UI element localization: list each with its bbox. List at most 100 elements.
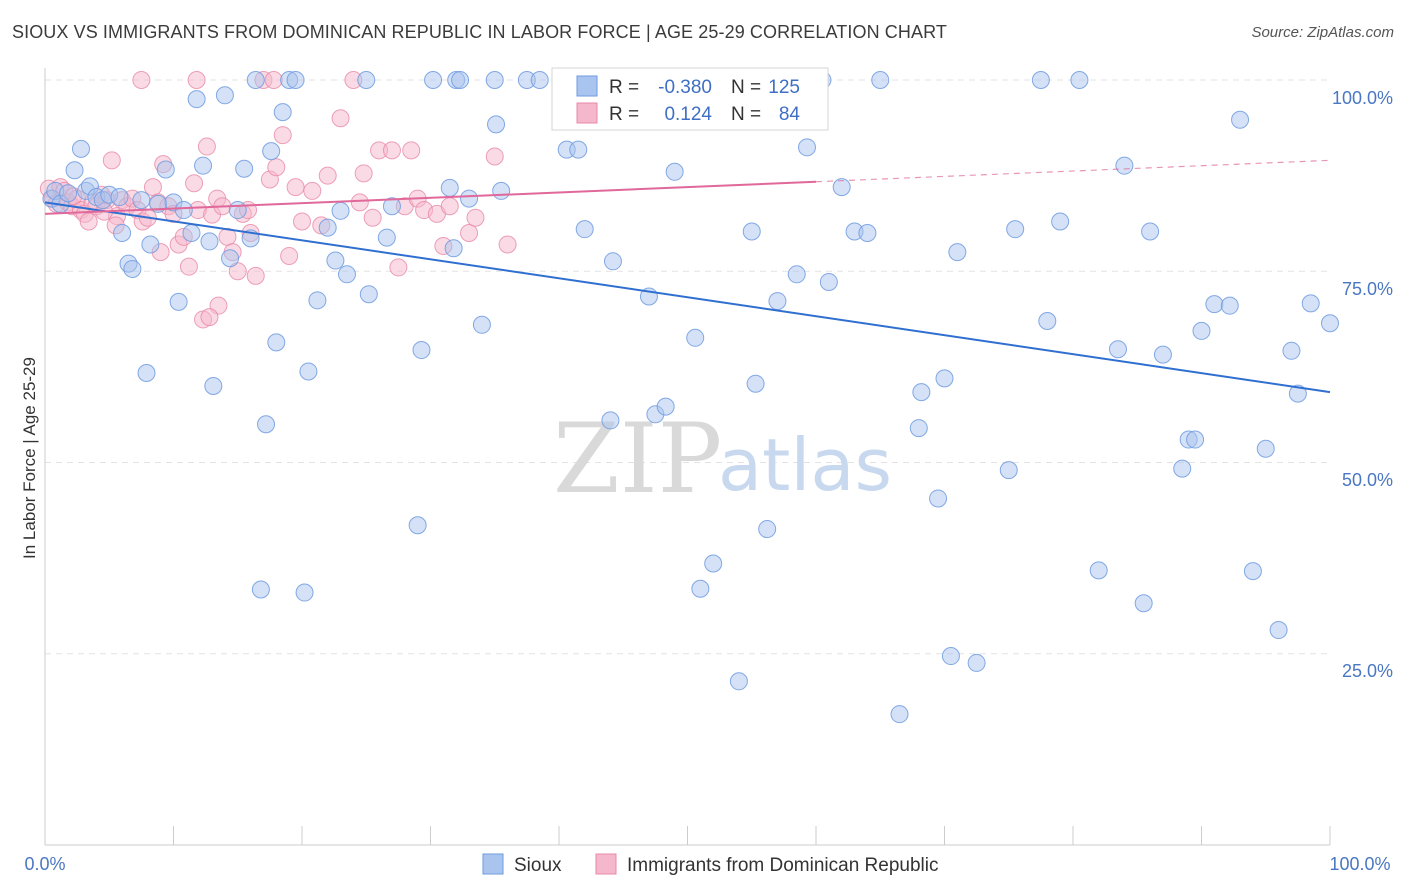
sioux-point bbox=[299, 362, 318, 381]
dominican-point bbox=[179, 257, 198, 276]
legend: Sioux Immigrants from Dominican Republic bbox=[482, 853, 939, 876]
stats-swatch-sioux bbox=[576, 75, 598, 97]
sioux-point bbox=[187, 90, 206, 109]
sioux-point bbox=[382, 197, 401, 216]
sioux-point bbox=[132, 191, 151, 210]
stats-n-value-dominican: 84 bbox=[779, 104, 801, 125]
stats-r-value-sioux: -0.380 bbox=[658, 77, 712, 98]
sioux-point bbox=[141, 235, 160, 254]
y-tick-label-100: 100.0% bbox=[1332, 88, 1393, 108]
dominican-point bbox=[303, 181, 322, 200]
sioux-point bbox=[174, 201, 193, 220]
dominican-trend-extension bbox=[815, 159, 1331, 183]
sioux-point bbox=[377, 228, 396, 247]
stats-box: R = -0.380 N = 125 R = 0.124 N = 84 bbox=[551, 67, 829, 131]
dominican-point bbox=[286, 178, 305, 197]
sioux-point bbox=[65, 161, 84, 180]
sioux-point bbox=[295, 583, 314, 602]
sioux-point bbox=[451, 71, 470, 89]
dominican-point bbox=[132, 71, 151, 89]
dominican-point bbox=[382, 141, 401, 160]
sioux-point bbox=[1301, 294, 1320, 313]
dominican-point bbox=[187, 71, 206, 89]
sioux-point bbox=[251, 580, 270, 599]
sioux-point bbox=[871, 71, 890, 89]
dominican-point bbox=[280, 246, 299, 265]
sioux-point bbox=[656, 397, 675, 416]
sioux-point bbox=[1269, 621, 1288, 640]
sioux-point bbox=[359, 285, 378, 304]
dominican-point bbox=[485, 147, 504, 166]
sioux-point bbox=[1321, 314, 1339, 333]
dominican-point bbox=[363, 208, 382, 227]
sioux-point bbox=[357, 71, 376, 89]
sioux-point bbox=[575, 220, 594, 239]
sioux-point bbox=[204, 377, 223, 395]
sioux-point bbox=[194, 156, 213, 175]
sioux-point bbox=[408, 516, 427, 535]
sioux-point bbox=[1205, 295, 1224, 314]
dominican-point bbox=[331, 109, 350, 128]
sioux-point bbox=[742, 222, 761, 241]
y-tick-label-50: 50.0% bbox=[1342, 470, 1393, 490]
dominican-point bbox=[79, 212, 98, 231]
sioux-point bbox=[1070, 71, 1089, 89]
x-tick-label-100: 100.0% bbox=[1329, 854, 1390, 874]
sioux-point bbox=[746, 374, 765, 393]
sioux-point bbox=[267, 333, 286, 352]
stats-n-value-sioux: 125 bbox=[768, 77, 800, 98]
y-tick-label-75: 75.0% bbox=[1342, 279, 1393, 299]
sioux-point bbox=[262, 142, 281, 161]
dominican-point bbox=[460, 224, 479, 242]
dominican-point bbox=[185, 174, 204, 193]
sioux-point bbox=[1282, 341, 1301, 360]
sioux-point bbox=[215, 86, 234, 105]
stats-r-label-sioux: R = bbox=[609, 77, 639, 98]
stats-swatch-dominican bbox=[576, 102, 598, 124]
sioux-point bbox=[1186, 430, 1205, 449]
sioux-point bbox=[169, 292, 188, 311]
sioux-point bbox=[492, 181, 511, 200]
sioux-point bbox=[1141, 222, 1160, 241]
trend-lines bbox=[44, 159, 1331, 394]
source-label: Source: ZipAtlas.com bbox=[1251, 24, 1394, 41]
stats-box-frame bbox=[551, 67, 829, 131]
sioux-point bbox=[890, 705, 909, 724]
y-tick-label-25: 25.0% bbox=[1342, 661, 1393, 681]
sioux-point bbox=[798, 138, 817, 157]
dominican-point bbox=[264, 71, 283, 89]
dominican-point bbox=[402, 141, 421, 160]
sioux-point bbox=[412, 341, 431, 360]
sioux-point bbox=[331, 201, 350, 220]
dominican-point bbox=[350, 193, 369, 212]
dominican-point bbox=[197, 137, 216, 156]
sioux-point bbox=[444, 239, 463, 258]
sioux-point bbox=[758, 520, 777, 539]
watermark: ZIP atlas bbox=[553, 403, 892, 515]
sioux-trend-line bbox=[44, 201, 1331, 394]
sioux-point bbox=[832, 178, 851, 197]
sioux-point bbox=[787, 265, 806, 284]
sioux-point bbox=[318, 218, 337, 237]
sioux-point bbox=[71, 139, 90, 158]
sioux-point bbox=[729, 672, 748, 691]
dominican-point bbox=[498, 235, 517, 254]
sioux-point bbox=[123, 259, 142, 278]
sioux-point bbox=[1051, 212, 1070, 231]
stats-r-label-dominican: R = bbox=[609, 104, 639, 125]
chart-title: SIOUX VS IMMIGRANTS FROM DOMINICAN REPUB… bbox=[12, 22, 947, 42]
sioux-point bbox=[228, 201, 247, 220]
watermark-zip: ZIP bbox=[553, 403, 722, 515]
y-axis-label: In Labor Force | Age 25-29 bbox=[20, 357, 39, 559]
sioux-point bbox=[704, 554, 723, 573]
sioux-point bbox=[235, 159, 254, 178]
sioux-point bbox=[308, 291, 327, 310]
legend-swatch-dominican bbox=[595, 853, 617, 875]
sioux-point bbox=[1006, 220, 1025, 239]
sioux-point bbox=[1231, 110, 1250, 129]
sioux-point bbox=[603, 252, 622, 271]
sioux-point bbox=[929, 489, 948, 508]
dominican-point bbox=[293, 212, 311, 231]
sioux-point bbox=[1089, 561, 1108, 580]
